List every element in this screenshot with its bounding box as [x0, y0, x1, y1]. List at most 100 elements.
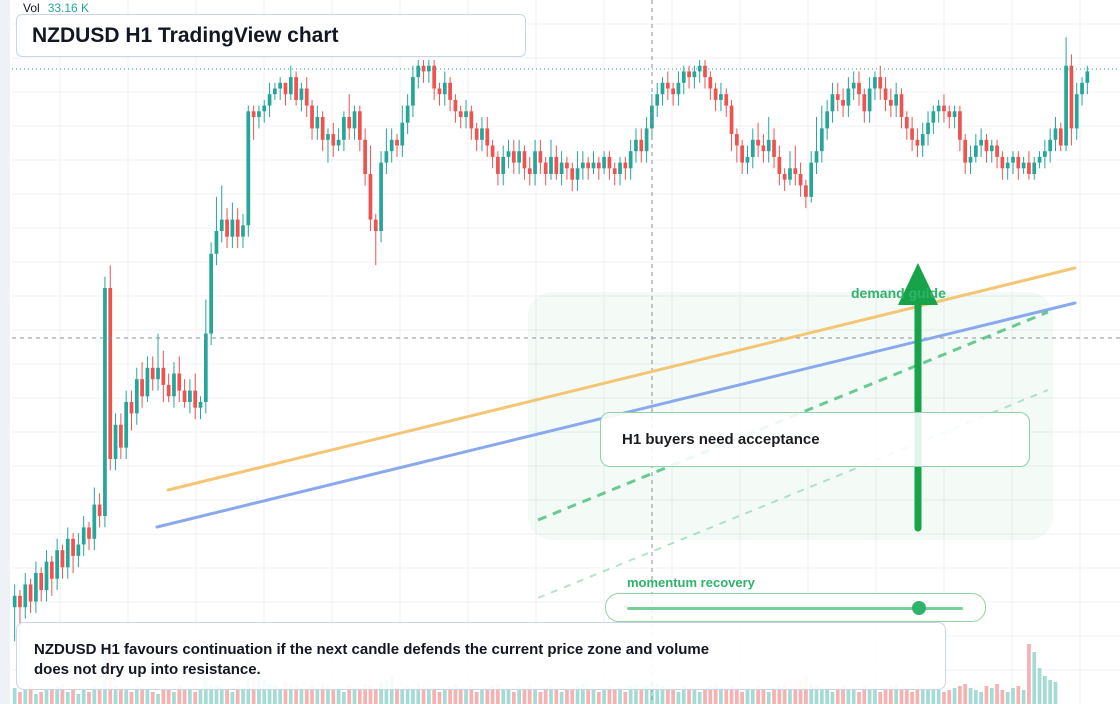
candle-body [612, 168, 617, 174]
candle-body [883, 88, 888, 100]
candle-body [825, 111, 829, 129]
candle-body [793, 168, 798, 174]
candle-body [697, 65, 702, 72]
candle-body [527, 168, 532, 174]
candle-body [995, 145, 999, 157]
volume-bar [766, 692, 771, 704]
volume-bar [161, 688, 166, 704]
candle-body [267, 94, 272, 106]
candle-body [570, 168, 575, 180]
volume-bar [819, 688, 824, 704]
volume-bar [315, 688, 320, 704]
candle-body [724, 94, 729, 106]
volume-bar [904, 690, 909, 704]
candle-body [177, 373, 182, 391]
candle-body [841, 99, 845, 106]
volume-bar [453, 684, 458, 704]
volume-bar [134, 686, 139, 704]
volume-bar [761, 690, 766, 704]
candle-body [28, 584, 33, 602]
candle-body [437, 88, 442, 95]
candle-body [214, 231, 219, 254]
volume-bar [511, 692, 516, 704]
candle-body [469, 111, 474, 129]
volume-bar [644, 686, 649, 704]
candle-body [719, 94, 723, 100]
volume-bar [634, 684, 638, 704]
candle-body [480, 128, 484, 140]
candle-body [496, 156, 500, 174]
volume-bar [894, 684, 899, 704]
candle-body [273, 88, 277, 95]
candle-body [756, 139, 760, 146]
volume-bar [926, 690, 930, 704]
volume-bar [368, 686, 373, 704]
candle-body [331, 134, 336, 146]
volume-bar [995, 684, 999, 704]
volume-bar [432, 690, 437, 704]
candle-body [225, 219, 229, 237]
candle-body [681, 71, 686, 83]
volume-bar [878, 692, 883, 704]
candle-body [209, 253, 213, 334]
candle-body [782, 174, 787, 180]
volume-bar [156, 694, 160, 704]
candle-body [549, 156, 553, 174]
candle-body [172, 373, 176, 397]
candle-body [336, 139, 341, 146]
volume-bar [304, 690, 309, 704]
volume-bar [655, 684, 660, 704]
candle-body [713, 88, 718, 100]
volume-bar [331, 690, 336, 704]
volume-bar [931, 688, 936, 704]
candle-body [650, 105, 654, 129]
volume-bar [34, 694, 38, 704]
candle-body [288, 77, 293, 95]
volume-bar [665, 688, 670, 704]
candle-body [124, 402, 129, 448]
candle-body [257, 111, 261, 117]
volume-bar [559, 692, 564, 704]
momentum-slider[interactable] [605, 593, 986, 622]
candle-body [1027, 162, 1031, 174]
volume-bar [288, 684, 293, 704]
volume-bar [841, 686, 845, 704]
volume-bar [958, 686, 962, 704]
volume-bar [920, 688, 925, 704]
momentum-knob[interactable] [912, 601, 927, 615]
candle-body [575, 168, 580, 180]
candle-body [501, 156, 506, 174]
candle-body [384, 151, 389, 163]
volume-bar [867, 688, 872, 704]
callout-text: H1 buyers need acceptance [622, 431, 820, 448]
candle-body [108, 288, 113, 459]
candle-body [565, 162, 569, 169]
volume-bar [1053, 682, 1058, 704]
volume-bar [910, 692, 914, 704]
volume-bar [527, 684, 532, 704]
candle-body [474, 128, 479, 140]
volume-bar [1011, 688, 1015, 704]
volume-bar [1048, 680, 1053, 704]
candle-body [161, 367, 166, 385]
candle-body [591, 162, 596, 169]
volume-bar [883, 688, 888, 704]
volume-bar [363, 684, 367, 704]
volume-bar [384, 680, 389, 704]
candle-body [1021, 162, 1026, 169]
volume-bar [1021, 690, 1026, 704]
volume-bar [437, 692, 442, 704]
volume-bar [586, 688, 591, 704]
volume-bar [76, 694, 81, 704]
volume-bar [681, 686, 686, 704]
candle-body [655, 94, 660, 106]
volume-bar [750, 688, 755, 704]
volume-bar [984, 686, 989, 704]
candle-body [326, 134, 330, 140]
volume-bar [724, 690, 729, 704]
candle-body [543, 162, 548, 174]
callout-box[interactable]: H1 buyers need acceptance [600, 412, 1030, 467]
candle-body [639, 139, 644, 152]
volume-bar [660, 686, 665, 704]
volume-bar [188, 688, 192, 704]
